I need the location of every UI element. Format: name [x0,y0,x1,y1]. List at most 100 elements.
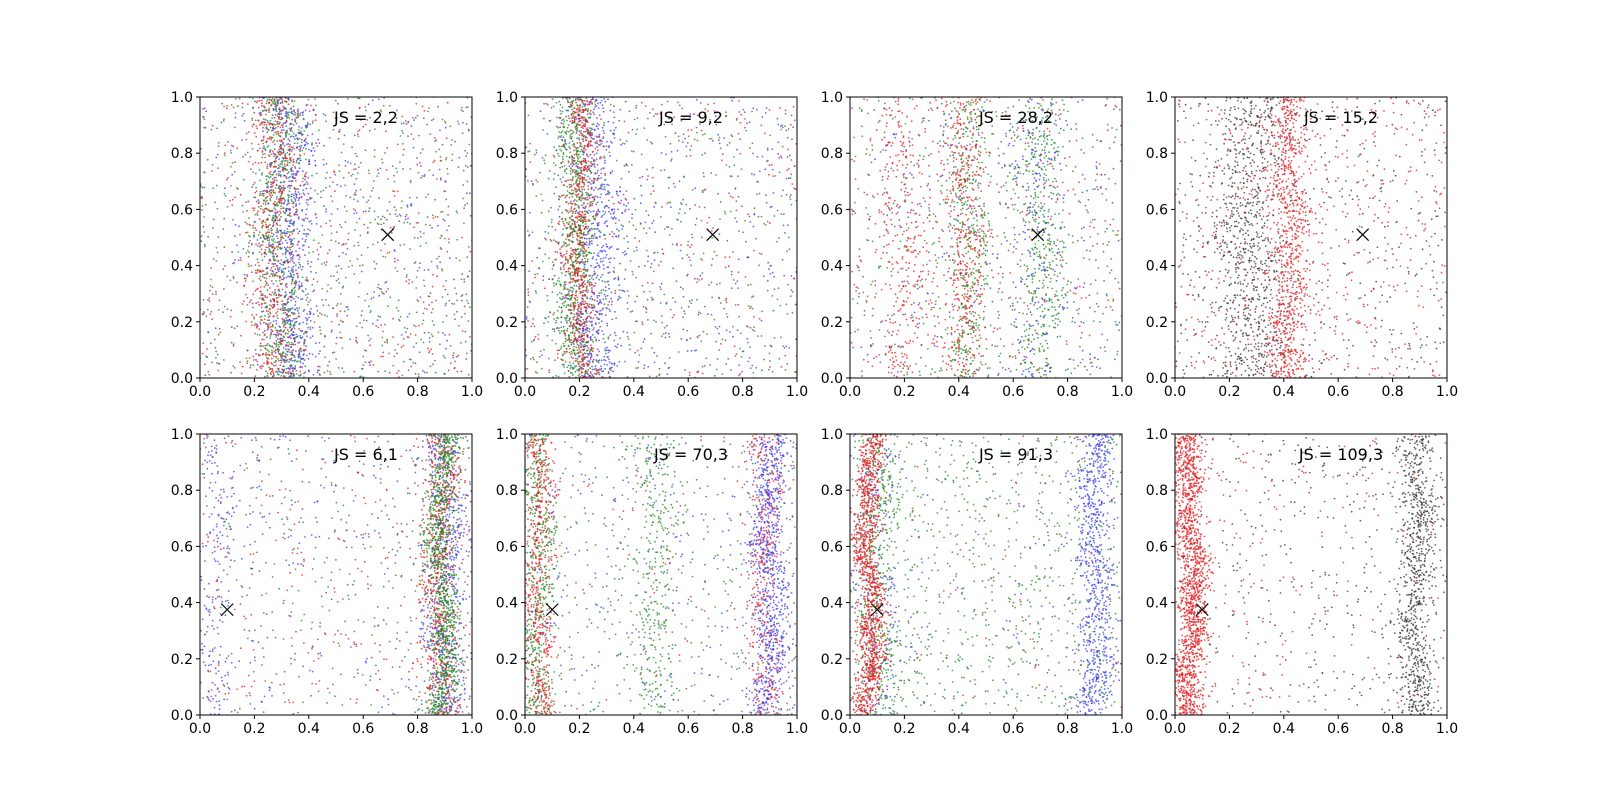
scatter-point [627,295,630,297]
scatter-point [211,124,214,127]
scatter-point [577,171,580,174]
scatter-point [285,360,288,363]
scatter-point [587,279,589,282]
scatter-point [412,361,415,364]
scatter-point [647,175,649,177]
scatter-point [293,327,296,330]
scatter-point [203,107,206,110]
scatter-point [540,367,543,370]
scatter-point [290,146,293,149]
scatter-point [573,366,576,369]
scatter-point [399,161,401,164]
scatter-point [307,246,310,249]
scatter-point [300,298,302,301]
y-tick-label: 0.0 [171,371,193,387]
scatter-point [406,206,409,208]
scatter-point [243,285,246,288]
scatter-point [309,187,312,190]
scatter-point [322,163,325,166]
scatter-point [312,154,314,157]
scatter-point [701,365,704,368]
scatter-point [559,178,562,181]
y-tick-label: 0.2 [171,315,193,331]
scatter-point [318,373,321,376]
scatter-point [446,229,448,232]
scatter-point [448,333,451,336]
scatter-point [292,254,295,257]
scatter-point [270,192,273,194]
scatter-point [639,184,642,187]
scatter-point [253,132,256,134]
scatter-point [678,180,681,183]
scatter-point [353,370,356,373]
scatter-point [361,367,363,370]
scatter-point [293,356,296,359]
scatter-point [591,365,593,368]
scatter-point [252,355,255,358]
scatter-point [578,348,581,351]
scatter-point [626,235,628,238]
scatter-point [270,196,273,199]
scatter-point [601,260,604,263]
scatter-point [298,203,301,205]
scatter-point [547,177,550,180]
scatter-point [300,130,302,133]
scatter-point [285,319,288,322]
y-tick-label: 0.8 [171,146,193,162]
scatter-point [375,324,378,327]
scatter-point [284,155,287,158]
scatter-point [257,162,260,165]
scatter-point [588,360,591,362]
scatter-point [329,371,331,373]
scatter-point [234,235,236,238]
scatter-point [355,325,358,328]
scatter-point [255,125,258,127]
scatter-point [279,243,281,246]
scatter-point [288,319,291,321]
scatter-point [248,217,250,220]
scatter-point [416,163,419,166]
scatter-point [289,326,292,328]
scatter-point [611,142,613,144]
scatter-point [277,170,280,173]
scatter-point [587,155,590,158]
scatter-point [280,334,283,336]
scatter-point [393,190,396,193]
scatter-point [345,242,348,245]
scatter-point [323,205,325,208]
scatter-point [573,157,575,160]
scatter-point [369,221,372,224]
scatter-point [541,354,543,356]
scatter-point [604,341,606,344]
scatter-point [329,373,332,376]
scatter-point [268,109,270,111]
scatter-point [541,157,544,159]
scatter-point [231,218,234,221]
scatter-point [291,278,294,281]
scatter-point [416,299,419,301]
scatter-point [315,216,318,219]
scatter-point [535,361,538,364]
scatter-point [463,305,466,308]
scatter-point [469,250,472,253]
scatter-point [357,135,360,138]
scatter-point [407,217,409,220]
scatter-point [286,242,289,244]
scatter-point [354,192,356,194]
scatter-point [469,306,471,309]
scatter-point [290,240,292,243]
scatter-point [385,280,388,283]
scatter-point [246,349,249,352]
scatter-point [282,207,285,210]
scatter-point [286,228,289,230]
scatter-point [620,177,623,180]
scatter-point [279,170,282,173]
scatter-point [608,247,611,250]
scatter-point [427,295,430,298]
scatter-point [636,128,638,131]
scatter-point [333,170,335,173]
scatter-point [567,124,570,127]
y-tick-label: 1.0 [171,90,193,106]
scatter-point [272,255,274,258]
scatter-point [313,150,316,152]
